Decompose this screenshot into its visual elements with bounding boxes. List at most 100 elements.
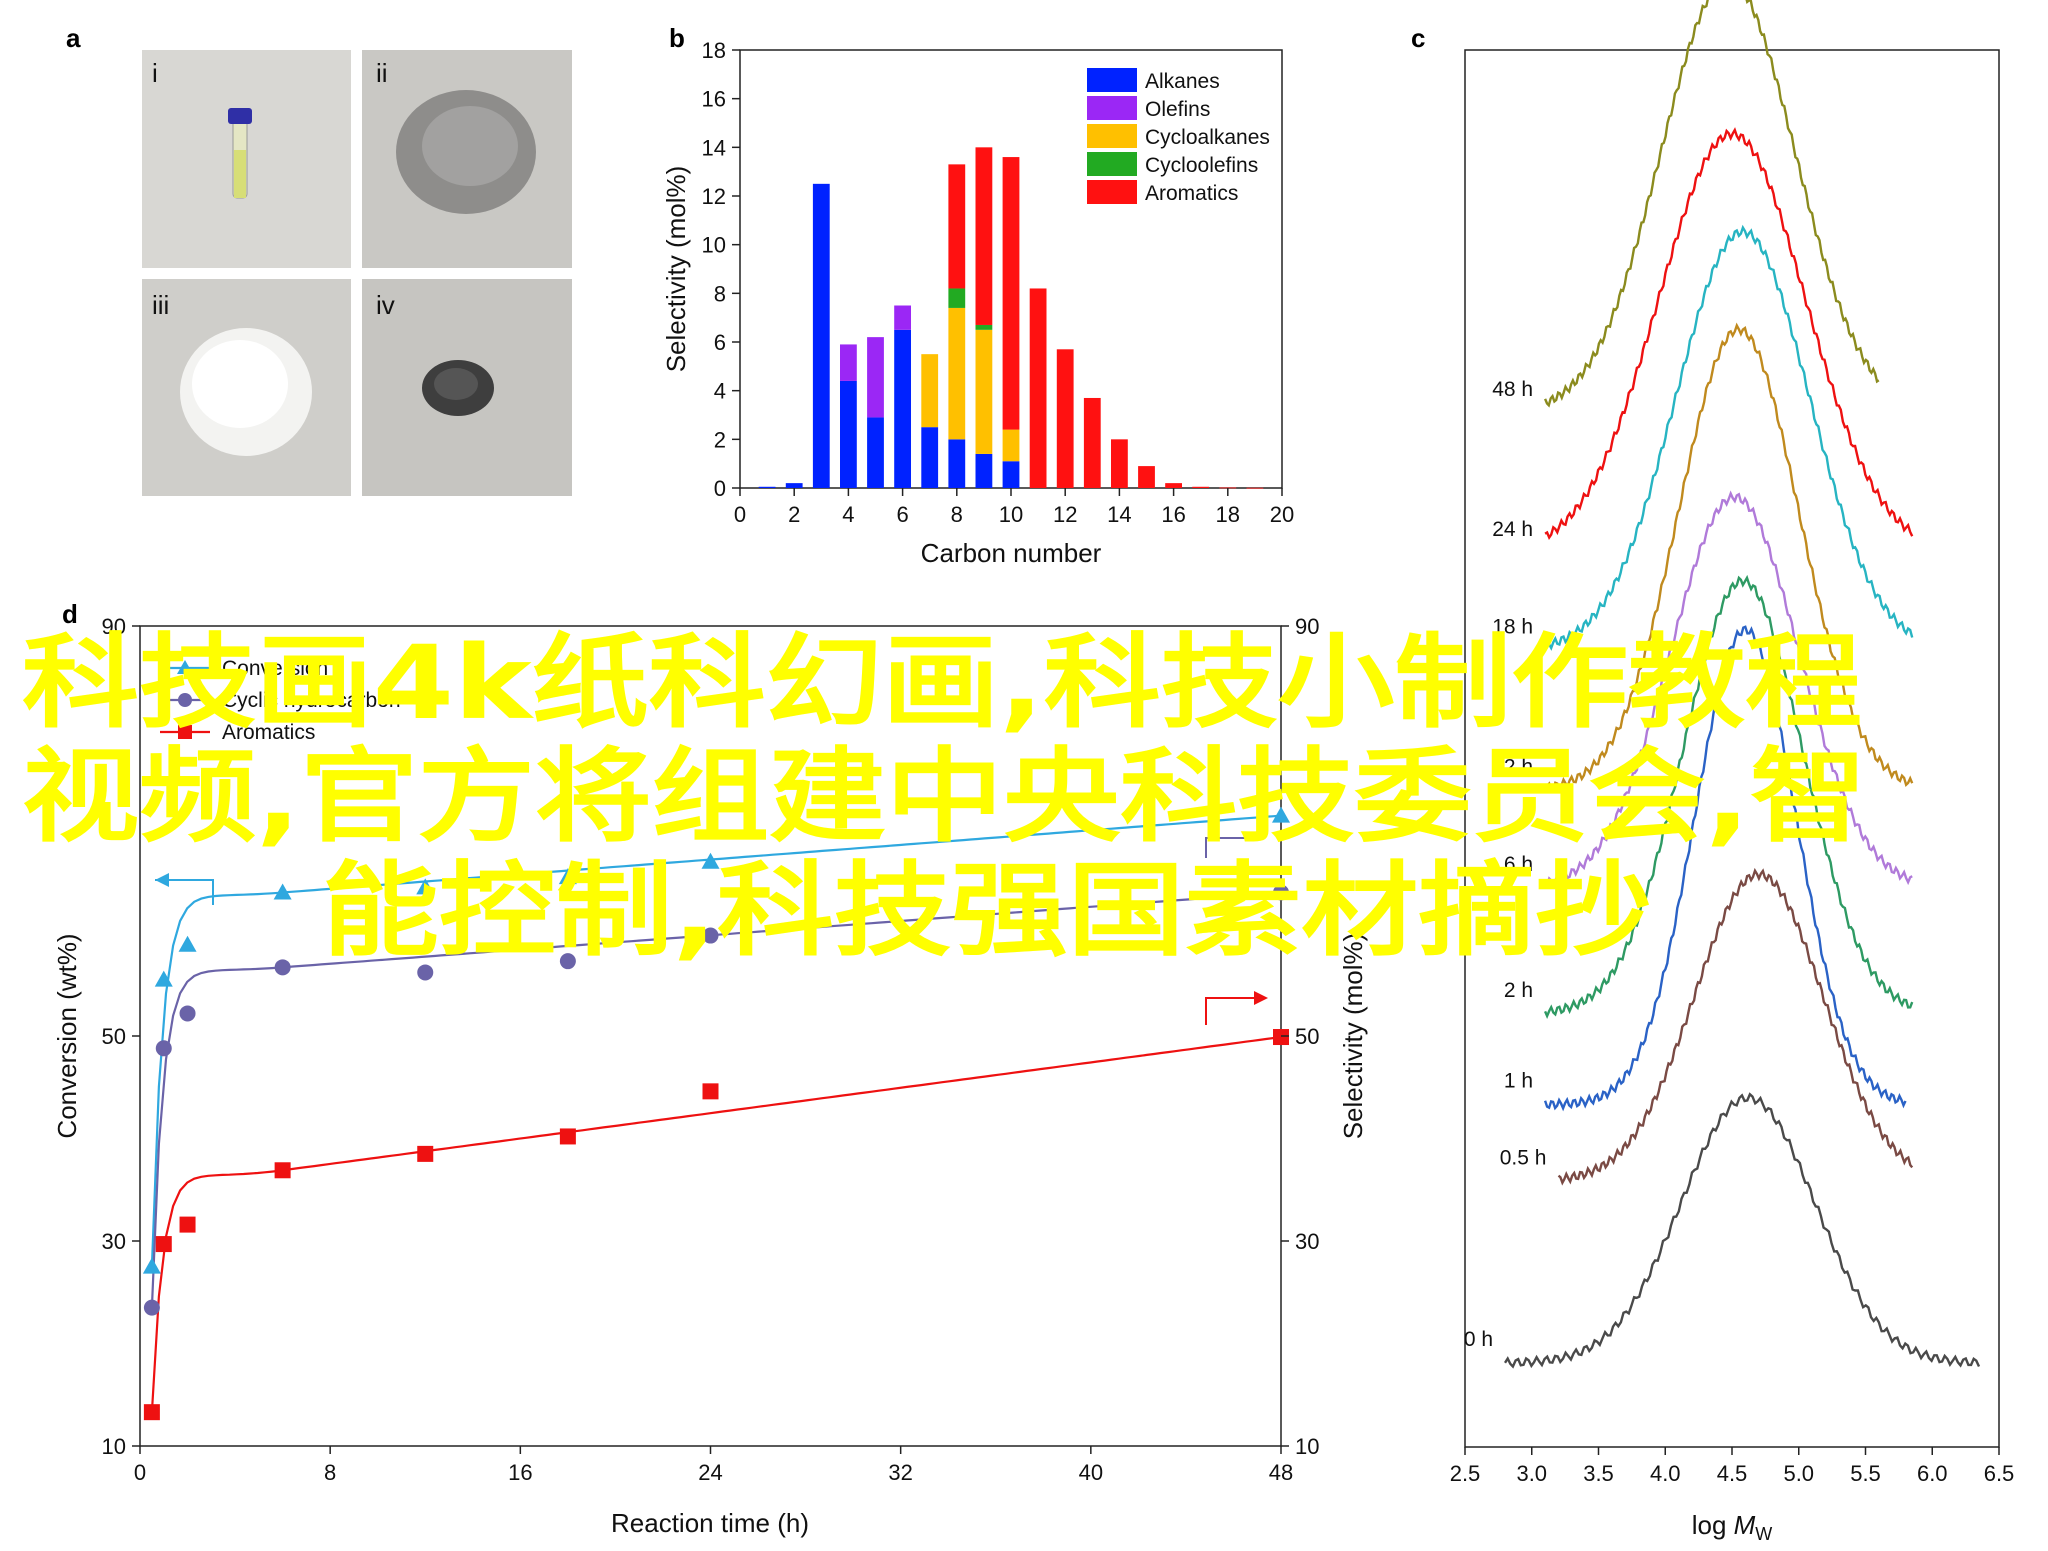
b-ytick-label: 10	[702, 233, 726, 258]
panel-c: c 0 h 0.5 h 1 h 2 h 6 h 12 h 18 h 24 h 48 h 2.5 3…	[1411, 0, 2014, 1544]
d-legend-marker	[177, 660, 193, 674]
chart-d-xlabel: Reaction time (h)	[611, 1508, 809, 1538]
c-xtick-label: 5.5	[1850, 1461, 1881, 1486]
d-legend-label: Conversion	[222, 657, 328, 680]
point-conversion	[416, 878, 435, 895]
panel-letter-a: a	[66, 23, 81, 53]
bar-alkanes-c1	[758, 486, 776, 488]
d-legend-marker	[178, 725, 192, 739]
b-xtick-label: 4	[842, 502, 854, 527]
photo-white-powder: iii	[142, 279, 351, 496]
arrow-cyclic-right	[1205, 837, 1262, 858]
b-ytick-label: 12	[702, 184, 726, 209]
d-xtick-label: 8	[324, 1460, 336, 1485]
b-ytick-label: 18	[702, 38, 726, 63]
bar-alkanes-c9	[975, 453, 993, 488]
b-ytick-label: 8	[714, 281, 726, 306]
bar-olefins-c4	[839, 344, 857, 381]
b-xtick-label: 2	[788, 502, 800, 527]
d-ytick-right-label: 90	[1295, 614, 1319, 639]
bar-alkanes-c5	[867, 417, 884, 488]
legend-swatch-alkanes	[1087, 68, 1137, 92]
chart-b-bars	[758, 147, 1264, 489]
d-ytick-left-label: 90	[102, 614, 126, 639]
c-xtick-label: 6.0	[1917, 1461, 1948, 1486]
fit-conversion	[150, 814, 1282, 1267]
bar-aromatics-c11	[1029, 288, 1047, 488]
c-xtick-label: 5.0	[1783, 1461, 1814, 1486]
svg-text:log MW: log MW	[1692, 1510, 1773, 1544]
point-cyclic-hydrocarbon	[1273, 884, 1289, 901]
bar-alkanes-c4	[839, 380, 857, 488]
d-ytick-left-label: 30	[102, 1229, 126, 1254]
c-xtick-label: 6.5	[1984, 1461, 2015, 1486]
legend-label-alkanes: Alkanes	[1145, 70, 1220, 93]
bar-olefins-c5	[867, 337, 884, 418]
d-xtick-label: 0	[134, 1460, 146, 1485]
overlay-text: 科技画4k纸科幻画,科技小制作教程 视频,官方将组建中央科技委员会,智 能控制,…	[22, 624, 1867, 971]
chart-c-xlabel-log: log	[1692, 1510, 1734, 1540]
curve-label-6h: 6 h	[1504, 853, 1533, 876]
photo-label-iii: iii	[152, 290, 169, 320]
bar-cycloolefins-c9	[975, 324, 993, 330]
overlay-line-2: 视频,官方将组建中央科技委员会,智	[22, 738, 1867, 857]
bar-cycloolefins-c8	[948, 288, 966, 308]
b-xtick-label: 8	[951, 502, 963, 527]
bar-aromatics-c19	[1246, 487, 1264, 489]
point-aromatics	[179, 1216, 196, 1233]
bar-cycloalkanes-c8	[948, 307, 966, 440]
legend-label-cycloolefins: Cycloolefins	[1145, 154, 1258, 177]
chart-c-xlabel-m: M	[1734, 1510, 1756, 1540]
legend-swatch-cycloolefins	[1087, 152, 1137, 176]
arrow-conversion-left	[155, 879, 214, 905]
point-conversion	[701, 852, 720, 869]
d-legend-label: Cyclic hydrocarbon	[222, 689, 401, 712]
b-xtick-label: 16	[1161, 502, 1185, 527]
b-ytick-label: 2	[714, 427, 726, 452]
panel-a: a i ii iii iv	[66, 23, 572, 496]
bar-cycloalkanes-c9	[975, 329, 993, 454]
overlay-line-3: 能控制,科技强国素材摘抄	[322, 852, 1652, 971]
c-xtick-label: 4.5	[1717, 1461, 1748, 1486]
point-cyclic-hydrocarbon	[179, 1005, 196, 1022]
chart-b-ylabel: Selectivity (mol%)	[661, 166, 691, 373]
point-cyclic-hydrocarbon	[274, 959, 291, 976]
b-xtick-label: 12	[1053, 502, 1077, 527]
bar-cycloalkanes-c7	[921, 354, 939, 428]
point-aromatics	[274, 1162, 291, 1179]
arrow-conversion-head	[155, 873, 169, 887]
point-aromatics	[1273, 1029, 1289, 1046]
point-conversion	[558, 868, 577, 885]
chart-b-legend: Alkanes Olefins Cycloalkanes Cycloolefins Ar…	[1087, 68, 1270, 205]
legend-swatch-cycloalkanes	[1087, 124, 1137, 148]
chart-c-xlabel: log MW	[1692, 1510, 1773, 1544]
overlay-line-1: 科技画4k纸科幻画,科技小制作教程	[22, 624, 1862, 743]
curve-label-1h: 1 h	[1504, 1070, 1533, 1093]
d-ytick-right-label: 10	[1295, 1434, 1319, 1459]
c-xtick-label: 4.0	[1650, 1461, 1681, 1486]
point-conversion	[273, 883, 292, 900]
curve-label-48h: 48 h	[1492, 378, 1533, 401]
point-cyclic-hydrocarbon	[155, 1040, 172, 1057]
chart-c-xlabel-sub: W	[1755, 1524, 1772, 1544]
chart-d-legend: Conversion Cyclic hydrocarbon Aromatics	[160, 657, 401, 744]
chart-b-xlabel: Carbon number	[921, 538, 1102, 568]
curve-24h	[1544, 127, 1914, 540]
panel-b: b 0 2 4 6 8 10 12 14 16 18 20 0 2 4 6 8 10 12 14 16 18 Alkan…	[661, 23, 1294, 568]
point-conversion	[142, 1257, 161, 1274]
b-ytick-label: 14	[702, 135, 726, 160]
curve-0h	[1503, 1092, 1981, 1369]
bar-cycloalkanes-c10	[1002, 429, 1020, 462]
b-xtick-label: 6	[896, 502, 908, 527]
curve-6h	[1544, 490, 1913, 889]
curve-2h	[1543, 574, 1914, 1020]
legend-swatch-aromatics	[1087, 180, 1137, 204]
bar-alkanes-c3	[812, 183, 830, 489]
photo-grey-powder: ii	[362, 50, 572, 268]
curve-label-24h: 24 h	[1492, 518, 1533, 541]
chart-d-ylabel-right: Selectivity (mol%)	[1338, 933, 1368, 1140]
chart-b-axes: 0 2 4 6 8 10 12 14 16 18 20 0 2 4 6 8 10 12 14 16 18	[702, 38, 1295, 527]
